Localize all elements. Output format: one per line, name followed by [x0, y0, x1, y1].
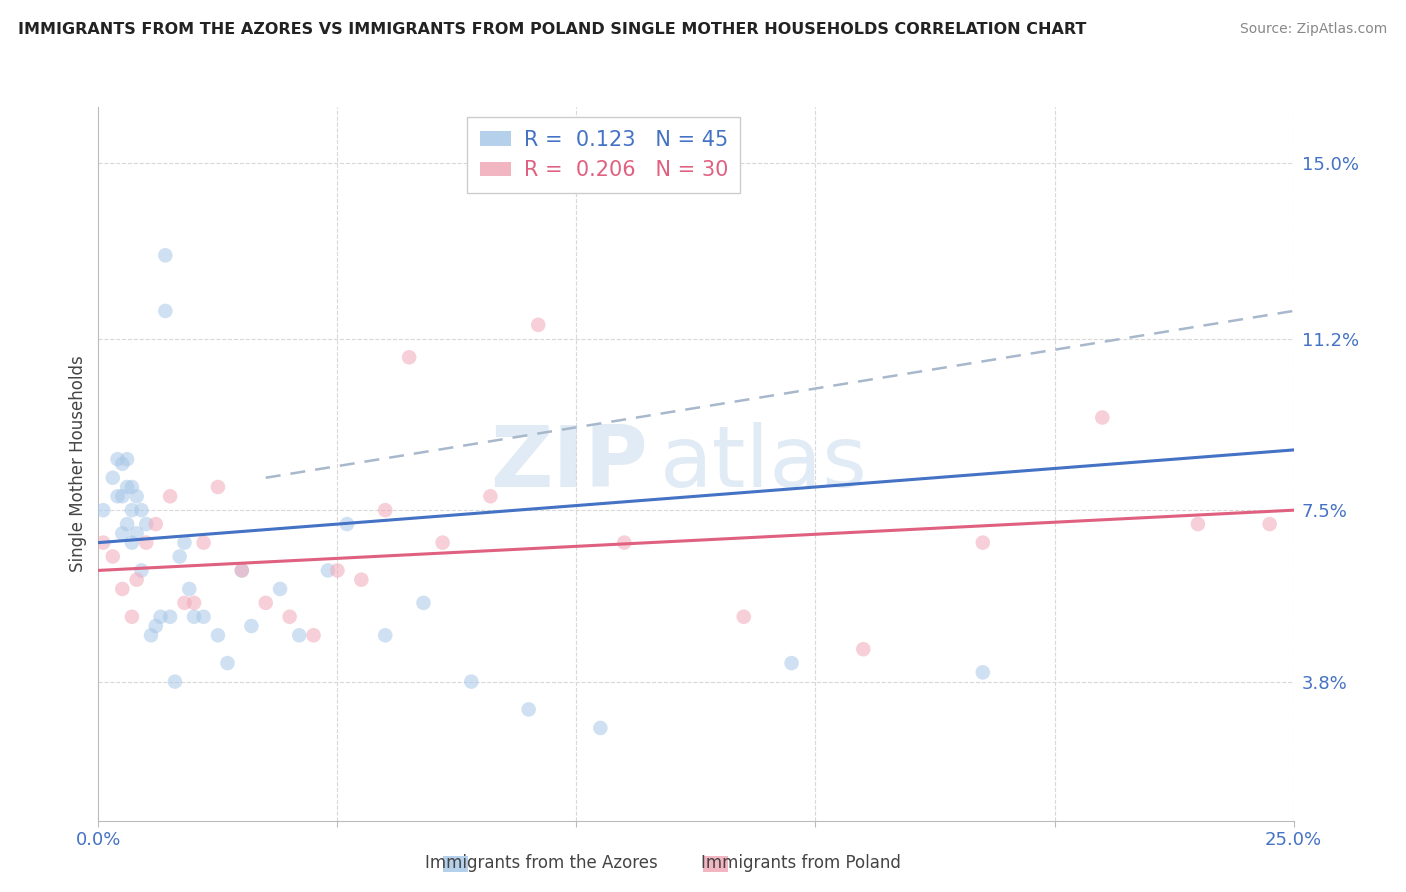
Point	[125, 573, 148, 587]
Point	[115, 480, 138, 494]
Y-axis label: Single Mother Households: Single Mother Households	[69, 356, 87, 572]
Point	[207, 628, 229, 642]
Point	[374, 628, 396, 642]
Point	[326, 563, 349, 577]
Point	[231, 563, 253, 577]
Point	[125, 526, 148, 541]
Point	[101, 549, 124, 564]
Point	[302, 628, 325, 642]
Point	[217, 656, 239, 670]
Point	[398, 351, 420, 365]
Point	[91, 503, 114, 517]
Point	[155, 304, 177, 318]
Point	[145, 517, 167, 532]
Point	[780, 656, 803, 670]
Point	[115, 452, 138, 467]
Point	[613, 535, 636, 549]
Point	[278, 609, 301, 624]
Point	[412, 596, 434, 610]
Point	[193, 535, 215, 549]
Point	[115, 517, 138, 532]
Point	[125, 489, 148, 503]
Point	[479, 489, 502, 503]
Point	[374, 503, 396, 517]
Point	[91, 535, 114, 549]
Text: atlas: atlas	[661, 422, 868, 506]
Point	[173, 535, 195, 549]
Point	[163, 674, 186, 689]
Point	[107, 452, 129, 467]
Point	[240, 619, 263, 633]
Point	[193, 609, 215, 624]
Text: Immigrants from the Azores: Immigrants from the Azores	[425, 855, 658, 872]
Point	[460, 674, 482, 689]
Point	[135, 517, 157, 532]
Point	[135, 535, 157, 549]
Point	[159, 609, 181, 624]
Point	[159, 489, 181, 503]
Point	[155, 248, 177, 262]
Point	[131, 563, 153, 577]
Point	[121, 480, 143, 494]
Text: IMMIGRANTS FROM THE AZORES VS IMMIGRANTS FROM POLAND SINGLE MOTHER HOUSEHOLDS CO: IMMIGRANTS FROM THE AZORES VS IMMIGRANTS…	[18, 22, 1087, 37]
Point	[852, 642, 875, 657]
Point	[972, 535, 994, 549]
Point	[121, 609, 143, 624]
Point	[1187, 517, 1209, 532]
Point	[179, 582, 201, 596]
Point	[589, 721, 612, 735]
Point	[111, 582, 134, 596]
Point	[336, 517, 359, 532]
Point	[517, 702, 540, 716]
Point	[111, 526, 134, 541]
Point	[733, 609, 755, 624]
Point	[111, 489, 134, 503]
Point	[145, 619, 167, 633]
Point	[183, 609, 205, 624]
Point	[101, 471, 124, 485]
Point	[1091, 410, 1114, 425]
Point	[149, 609, 172, 624]
Text: Immigrants from Poland: Immigrants from Poland	[702, 855, 901, 872]
Text: Source: ZipAtlas.com: Source: ZipAtlas.com	[1240, 22, 1388, 37]
Point	[169, 549, 191, 564]
Point	[527, 318, 550, 332]
Point	[231, 563, 253, 577]
Point	[131, 503, 153, 517]
Point	[139, 628, 162, 642]
Point	[254, 596, 277, 610]
Point	[107, 489, 129, 503]
Text: ZIP: ZIP	[491, 422, 648, 506]
Point	[1258, 517, 1281, 532]
Point	[350, 573, 373, 587]
Point	[972, 665, 994, 680]
Point	[207, 480, 229, 494]
Point	[316, 563, 339, 577]
Point	[121, 535, 143, 549]
Point	[111, 457, 134, 471]
Point	[183, 596, 205, 610]
Legend: R =  0.123   N = 45, R =  0.206   N = 30: R = 0.123 N = 45, R = 0.206 N = 30	[467, 118, 741, 193]
Point	[432, 535, 454, 549]
Point	[121, 503, 143, 517]
Point	[288, 628, 311, 642]
Point	[269, 582, 291, 596]
Point	[173, 596, 195, 610]
